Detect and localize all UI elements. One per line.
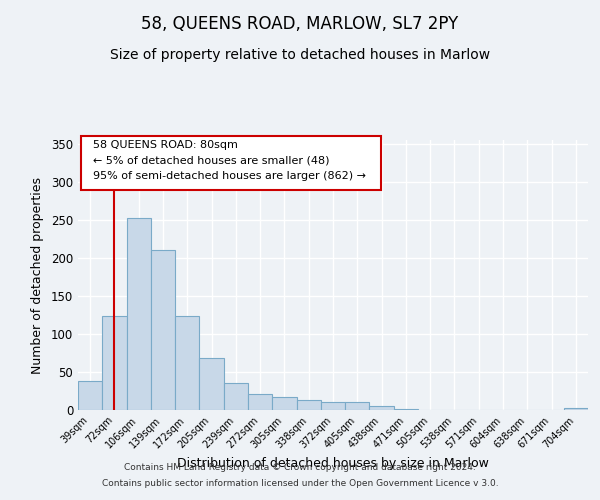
Bar [175,316,199,410]
Bar [296,400,321,410]
Text: 58 QUEENS ROAD: 80sqm: 58 QUEENS ROAD: 80sqm [94,140,238,150]
Bar [370,406,394,410]
Bar [345,402,370,410]
Bar [127,218,151,410]
Text: ← 5% of detached houses are smaller (48): ← 5% of detached houses are smaller (48) [94,156,330,166]
Bar [394,409,418,410]
Y-axis label: Number of detached properties: Number of detached properties [31,176,44,374]
Bar [564,408,588,410]
Bar [224,384,248,410]
Text: Contains public sector information licensed under the Open Government Licence v : Contains public sector information licen… [101,478,499,488]
FancyBboxPatch shape [80,136,382,190]
X-axis label: Distribution of detached houses by size in Marlow: Distribution of detached houses by size … [177,457,489,470]
Text: 58, QUEENS ROAD, MARLOW, SL7 2PY: 58, QUEENS ROAD, MARLOW, SL7 2PY [142,15,458,33]
Text: Size of property relative to detached houses in Marlow: Size of property relative to detached ho… [110,48,490,62]
Bar [199,358,224,410]
Bar [78,381,102,410]
Bar [151,250,175,410]
Bar [248,394,272,410]
Bar [102,316,127,410]
Bar [321,402,345,410]
Bar [272,397,296,410]
Text: Contains HM Land Registry data © Crown copyright and database right 2024.: Contains HM Land Registry data © Crown c… [124,464,476,472]
Text: 95% of semi-detached houses are larger (862) →: 95% of semi-detached houses are larger (… [94,172,366,181]
